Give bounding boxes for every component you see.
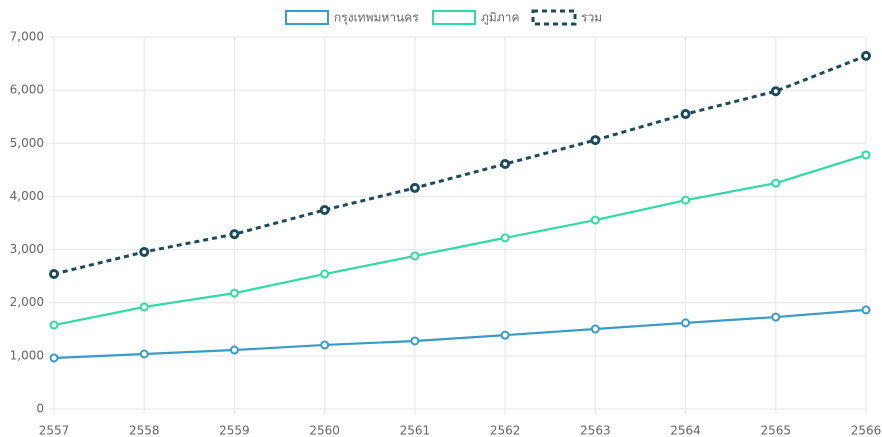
- y-tick-label: 7,000: [10, 30, 44, 44]
- x-tick-label: 2564: [670, 424, 701, 437]
- data-point: [139, 246, 150, 257]
- legend-swatch: [432, 10, 476, 25]
- data-point: [681, 318, 691, 328]
- x-tick-label: 2562: [490, 424, 521, 437]
- data-point: [410, 251, 420, 261]
- x-tick-label: 2557: [39, 424, 70, 437]
- y-tick-label: 5,000: [10, 136, 44, 150]
- data-point: [500, 159, 511, 170]
- data-point: [861, 50, 871, 61]
- x-tick-label: 2565: [761, 424, 792, 437]
- y-tick-label: 6,000: [10, 83, 44, 97]
- x-tick-label: 2559: [219, 424, 250, 437]
- y-tick-label: 1,000: [10, 348, 44, 362]
- data-point: [139, 302, 149, 312]
- data-point: [680, 109, 691, 120]
- data-point: [229, 345, 239, 355]
- data-point: [681, 195, 691, 205]
- data-point: [410, 336, 420, 346]
- data-point: [590, 324, 600, 334]
- data-point: [139, 349, 149, 359]
- data-point: [590, 215, 600, 225]
- x-tick-label: 2561: [400, 424, 431, 437]
- data-point: [49, 353, 59, 363]
- series-line: [53, 54, 867, 276]
- data-point: [320, 340, 330, 350]
- legend-swatch: [285, 10, 329, 25]
- y-tick-label: 3,000: [10, 242, 44, 256]
- data-point: [319, 204, 330, 215]
- data-point: [409, 182, 420, 193]
- data-point: [590, 135, 601, 146]
- y-tick-label: 4,000: [10, 189, 44, 203]
- data-point: [500, 330, 510, 340]
- y-tick-label: 2,000: [10, 295, 44, 309]
- x-tick-label: 2563: [580, 424, 611, 437]
- series-line: [53, 308, 867, 360]
- data-point: [771, 312, 781, 322]
- data-point: [861, 150, 871, 160]
- legend-swatch: [531, 9, 577, 26]
- data-point: [49, 320, 59, 330]
- x-tick-label: 2566: [851, 424, 882, 437]
- data-point: [229, 229, 240, 240]
- legend-label: กรุงเทพมหานคร: [334, 11, 419, 26]
- data-point: [771, 178, 781, 188]
- series-line: [53, 153, 867, 327]
- x-tick-label: 2560: [309, 424, 340, 437]
- data-point: [500, 233, 510, 243]
- data-point: [49, 269, 59, 280]
- legend-label: ภูมิภาค: [481, 11, 520, 26]
- data-point: [770, 86, 781, 97]
- data-point: [320, 269, 330, 279]
- data-point: [229, 288, 239, 298]
- x-tick-label: 2558: [129, 424, 160, 437]
- data-point: [861, 305, 871, 315]
- y-tick-label: 0: [36, 402, 44, 416]
- legend-label: รวม: [581, 11, 602, 25]
